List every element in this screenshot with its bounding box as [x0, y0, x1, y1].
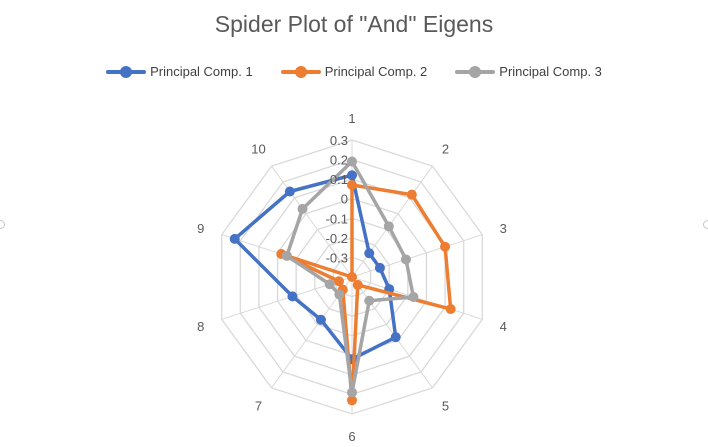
data-point-s1-5 — [390, 332, 401, 343]
data-point-s3-2 — [383, 221, 394, 232]
grid-spoke — [271, 165, 353, 278]
data-point-s3-4 — [408, 291, 419, 302]
legend-swatch-icon — [280, 65, 321, 78]
category-label: 6 — [348, 429, 355, 444]
data-point-s1-10 — [284, 186, 295, 197]
data-point-s3-10 — [297, 203, 308, 214]
radial-tick-label: 0.1 — [330, 172, 348, 187]
right-resize-handle[interactable] — [703, 220, 708, 229]
data-point-s1-7 — [315, 314, 326, 325]
category-label: 4 — [500, 319, 507, 334]
category-label: 10 — [251, 141, 265, 156]
data-point-s2-8 — [333, 276, 344, 287]
data-point-s2-1 — [347, 180, 357, 191]
radial-tick-label: 0.3 — [330, 133, 348, 148]
data-point-s3-7 — [334, 289, 345, 300]
legend-item-series-1[interactable]: Principal Comp. 1 — [106, 64, 253, 79]
legend-swatch-icon — [106, 65, 147, 78]
legend-item-series-2[interactable]: Principal Comp. 2 — [280, 64, 428, 79]
legend-label: Principal Comp. 2 — [324, 64, 428, 79]
data-point-s1-3 — [374, 262, 385, 273]
chart-title: Spider Plot of "And" Eigens — [214, 11, 494, 37]
legend-label: Principal Comp. 1 — [150, 64, 253, 79]
data-point-s3-1 — [347, 156, 357, 167]
data-point-s1-8 — [287, 291, 298, 302]
radial-tick-label: 0 — [341, 192, 348, 207]
grid-spoke — [351, 234, 483, 278]
grid-spoke — [351, 276, 433, 389]
data-point-s3-9 — [281, 250, 292, 261]
series-line-2 — [279, 183, 453, 403]
data-point-s3-3 — [400, 254, 411, 265]
data-point-s2-4 — [445, 304, 456, 315]
data-point-s1-2 — [364, 248, 375, 259]
legend-swatch-icon — [455, 65, 496, 78]
data-point-s2-3 — [440, 241, 451, 252]
data-point-s2-6 — [347, 395, 357, 406]
category-label: 1 — [348, 111, 355, 126]
left-resize-handle[interactable] — [0, 220, 5, 229]
data-point-s3-5 — [364, 295, 375, 306]
data-point-s3-6 — [347, 387, 357, 398]
legend-item-series-3[interactable]: Principal Comp. 3 — [455, 64, 602, 79]
grid-spoke — [351, 165, 433, 278]
legend: Principal Comp. 1 Principal Comp. 2 Prin… — [0, 64, 708, 79]
category-label: 9 — [197, 221, 204, 236]
category-label: 5 — [442, 399, 449, 414]
data-point-s2-2 — [406, 189, 417, 200]
radial-tick-label: 0.2 — [330, 153, 348, 168]
data-point-s2-10 — [347, 272, 357, 282]
data-point-s1-9 — [229, 233, 240, 244]
data-point-s1-1 — [347, 170, 357, 181]
radial-tick-label: -0.1 — [326, 211, 348, 226]
category-label: 8 — [197, 319, 204, 334]
category-label: 7 — [255, 399, 262, 414]
radial-tick-label: -0.3 — [326, 250, 348, 265]
data-point-s3-8 — [324, 279, 335, 290]
category-label: 3 — [500, 221, 507, 236]
legend-label: Principal Comp. 3 — [499, 64, 602, 79]
category-label: 2 — [442, 141, 449, 156]
radial-tick-label: -0.2 — [326, 231, 348, 246]
data-point-s2-5 — [352, 279, 363, 290]
